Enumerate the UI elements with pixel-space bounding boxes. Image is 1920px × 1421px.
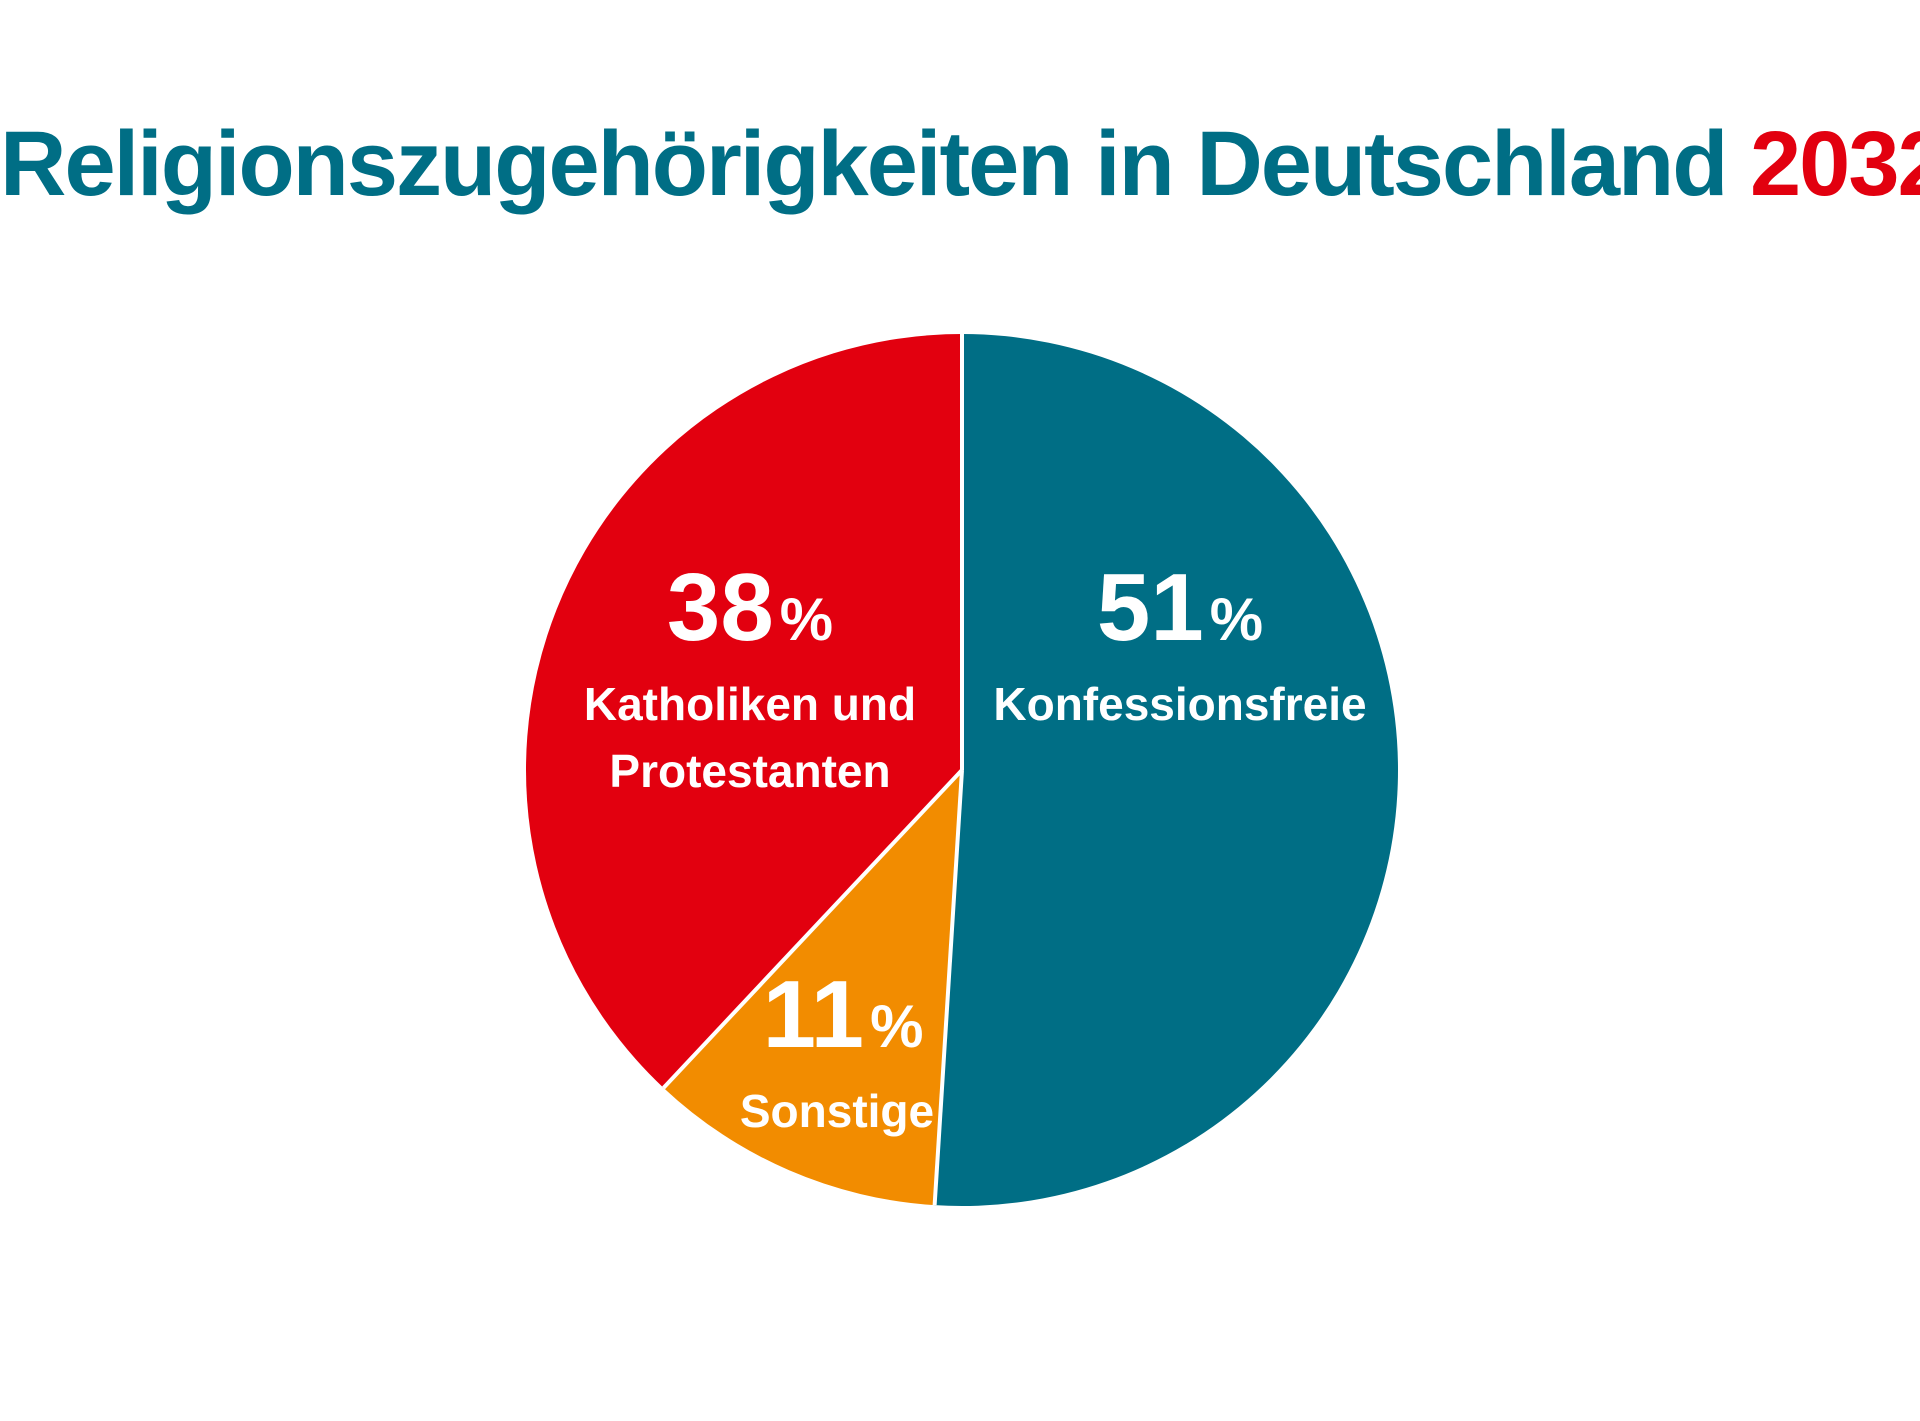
slice-category-label: Sonstige [740, 1085, 934, 1137]
chart-title-year: 2032 [1749, 113, 1920, 215]
slice-category-label: Katholiken und [584, 678, 916, 730]
slice-category-label: Protestanten [609, 745, 890, 797]
pie-slice-katholiken-und-protestanten [526, 333, 962, 1088]
slice-value-label: 51% [1097, 554, 1263, 661]
slice-value-number: 51 [1097, 554, 1204, 661]
slice-separator [662, 768, 964, 1090]
slice-value-unit: % [870, 993, 923, 1060]
slice-value-label: 38% [667, 554, 833, 661]
chart-title: Religionszugehörigkeiten in Deutschland … [0, 118, 1920, 210]
chart-title-main: Religionszugehörigkeiten in Deutschland [0, 113, 1728, 215]
pie-slices [526, 333, 1399, 1206]
slice-value-unit: % [780, 586, 833, 653]
pie-slice-konfessionsfreie [934, 334, 1399, 1206]
slice-value-unit: % [1210, 586, 1263, 653]
slice-value-label: 11% [763, 961, 924, 1068]
slice-value-number: 38 [667, 554, 774, 661]
slice-separator [932, 769, 964, 1206]
slice-value-number: 11 [763, 961, 864, 1068]
slice-category-label: Konfessionsfreie [993, 678, 1366, 730]
pie-slice-sonstige [663, 770, 962, 1206]
